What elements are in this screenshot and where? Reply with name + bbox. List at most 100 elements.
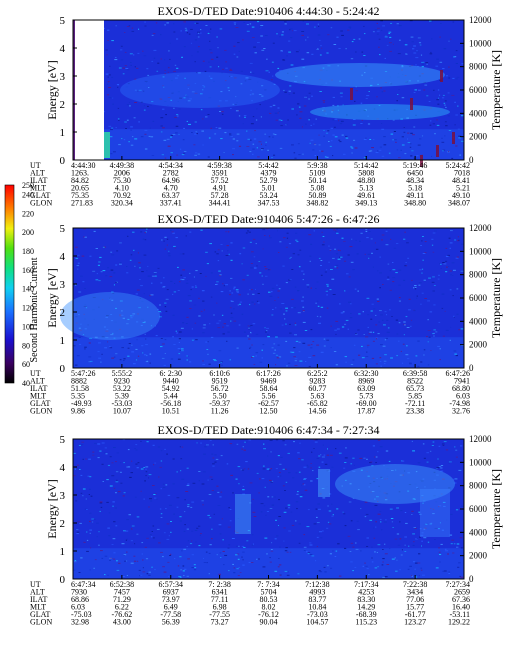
orbit-cell: 5704 bbox=[261, 588, 277, 597]
orbit-cell: -53.11 bbox=[450, 610, 470, 619]
orbit-cell: 5109 bbox=[309, 169, 325, 178]
orbit-cell: 77.06 bbox=[406, 595, 424, 604]
colorbar-tick-label: 140 bbox=[22, 285, 34, 294]
orbit-cell: 7: 2:38 bbox=[208, 580, 230, 589]
orbit-cell: 344.41 bbox=[209, 199, 231, 208]
orbit-cell: 75.35 bbox=[71, 191, 89, 200]
orbit-cell: 49.11 bbox=[406, 191, 424, 200]
temperature-tick-label: 4000 bbox=[469, 108, 488, 118]
orbit-cell: 17.87 bbox=[357, 407, 375, 416]
orbit-cell: 5.21 bbox=[456, 184, 470, 193]
energy-axis-label: Energy [eV] bbox=[45, 268, 59, 327]
energy-axis-label: Energy [eV] bbox=[45, 60, 59, 119]
colorbar-label: Second Harmonic Current bbox=[29, 257, 40, 362]
orbit-cell: 5:19:46 bbox=[403, 161, 427, 170]
orbit-cell: -49.93 bbox=[71, 399, 92, 408]
orbit-cell: 7930 bbox=[71, 588, 87, 597]
orbit-cell: 10.07 bbox=[113, 407, 131, 416]
orbit-cell: 7:17:34 bbox=[354, 580, 378, 589]
orbit-cell: 84.82 bbox=[71, 176, 89, 185]
orbit-cell: 6:52:38 bbox=[110, 580, 134, 589]
energy-tick-label: 4 bbox=[60, 251, 66, 263]
orbit-cell: 6341 bbox=[212, 588, 228, 597]
orbit-cell: 349.13 bbox=[355, 199, 377, 208]
temperature-tick-label: 6000 bbox=[469, 85, 488, 95]
orbit-cell: 5.85 bbox=[408, 392, 422, 401]
orbit-row-label: ILAT bbox=[30, 384, 47, 393]
energy-tick-label: 0 bbox=[60, 155, 66, 167]
orbit-cell: 43.00 bbox=[113, 618, 131, 627]
orbit-cell: 9519 bbox=[212, 377, 228, 386]
orbit-cell: -56.18 bbox=[160, 399, 181, 408]
spectrogram-panel-2: EXOS-D/TED Date:910406 5:47:26 - 6:47:26… bbox=[30, 212, 503, 416]
energy-tick-label: 0 bbox=[60, 363, 66, 375]
orbit-cell: 58.64 bbox=[260, 384, 278, 393]
orbit-cell: 5.35 bbox=[71, 392, 85, 401]
orbit-cell: 83.30 bbox=[357, 595, 375, 604]
orbit-cell: 1263. bbox=[71, 169, 89, 178]
orbit-row-label: MLT bbox=[30, 603, 46, 612]
orbit-cell: 6.98 bbox=[213, 603, 227, 612]
orbit-cell: 104.57 bbox=[306, 618, 328, 627]
orbit-cell: 52.79 bbox=[260, 176, 278, 185]
temperature-tick-label: 8000 bbox=[469, 481, 488, 491]
low-energy-band bbox=[73, 129, 464, 160]
spectrogram-panel-3: EXOS-D/TED Date:910406 6:47:34 - 7:27:34… bbox=[30, 423, 503, 627]
energy-tick-label: 2 bbox=[60, 99, 66, 111]
colorbar-tick-label: 120 bbox=[22, 304, 34, 313]
orbit-row-label: UT bbox=[30, 369, 41, 378]
orbit-cell: 53.24 bbox=[260, 191, 278, 200]
orbit-row-label: GLON bbox=[30, 199, 52, 208]
orbit-cell: 14.29 bbox=[357, 603, 375, 612]
orbit-cell: 73.97 bbox=[162, 595, 180, 604]
temperature-axis-label: Temperature [K] bbox=[489, 50, 503, 130]
energy-tick-label: 3 bbox=[60, 279, 66, 291]
spectrogram-panel-1: EXOS-D/TED Date:910406 4:44:30 - 5:24:42… bbox=[30, 4, 503, 208]
orbit-cell: 57.52 bbox=[211, 176, 229, 185]
orbit-cell: 83.77 bbox=[308, 595, 326, 604]
orbit-cell: 115.23 bbox=[355, 618, 377, 627]
orbit-cell: 129.22 bbox=[448, 618, 470, 627]
orbit-cell: 4253 bbox=[358, 588, 374, 597]
temperature-tick-label: 0 bbox=[469, 363, 474, 373]
orbit-cell: 15.77 bbox=[406, 603, 424, 612]
orbit-cell: 57.28 bbox=[211, 191, 229, 200]
orbit-cell: 6450 bbox=[407, 169, 423, 178]
orbit-row-label: ALT bbox=[30, 377, 45, 386]
temperature-tick-label: 12000 bbox=[469, 15, 492, 25]
orbit-cell: 320.34 bbox=[111, 199, 133, 208]
orbit-row-label: UT bbox=[30, 580, 41, 589]
orbit-cell: -59.37 bbox=[209, 399, 230, 408]
energy-tick-label: 4 bbox=[60, 43, 66, 55]
orbit-cell: -74.98 bbox=[449, 399, 470, 408]
orbit-cell: 8.02 bbox=[262, 603, 276, 612]
orbit-cell: 5:4:42 bbox=[258, 161, 278, 170]
orbit-cell: 5.63 bbox=[310, 392, 324, 401]
orbit-cell: 6:10:6 bbox=[209, 369, 229, 378]
temperature-tick-label: 4000 bbox=[469, 316, 488, 326]
orbit-cell: 12.50 bbox=[260, 407, 278, 416]
orbit-row-label: ALT bbox=[30, 588, 45, 597]
orbit-cell: 4:49:38 bbox=[110, 161, 134, 170]
energy-tick-label: 1 bbox=[60, 127, 66, 139]
spectrogram-texture bbox=[73, 20, 464, 167]
orbit-cell: 77.11 bbox=[211, 595, 229, 604]
orbit-cell: 7457 bbox=[114, 588, 130, 597]
orbit-cell: 16.40 bbox=[452, 603, 470, 612]
orbit-cell: 5:9:38 bbox=[307, 161, 327, 170]
orbit-cell: 7:27:34 bbox=[446, 580, 470, 589]
temperature-tick-label: 8000 bbox=[469, 62, 488, 72]
orbit-cell: -77.58 bbox=[160, 610, 181, 619]
temperature-tick-label: 6000 bbox=[469, 293, 488, 303]
orbit-cell: 2782 bbox=[163, 169, 179, 178]
orbit-cell: 6.03 bbox=[71, 603, 85, 612]
temperature-tick-label: 4000 bbox=[469, 527, 488, 537]
orbit-cell: 5.50 bbox=[213, 392, 227, 401]
orbit-cell: 4.91 bbox=[213, 184, 227, 193]
orbit-cell: 5:24:42 bbox=[446, 161, 470, 170]
orbit-cell: -65.82 bbox=[307, 399, 328, 408]
temperature-tick-label: 10000 bbox=[469, 38, 492, 48]
orbit-cell: 6:25:2 bbox=[307, 369, 327, 378]
orbit-cell: 65.73 bbox=[406, 384, 424, 393]
